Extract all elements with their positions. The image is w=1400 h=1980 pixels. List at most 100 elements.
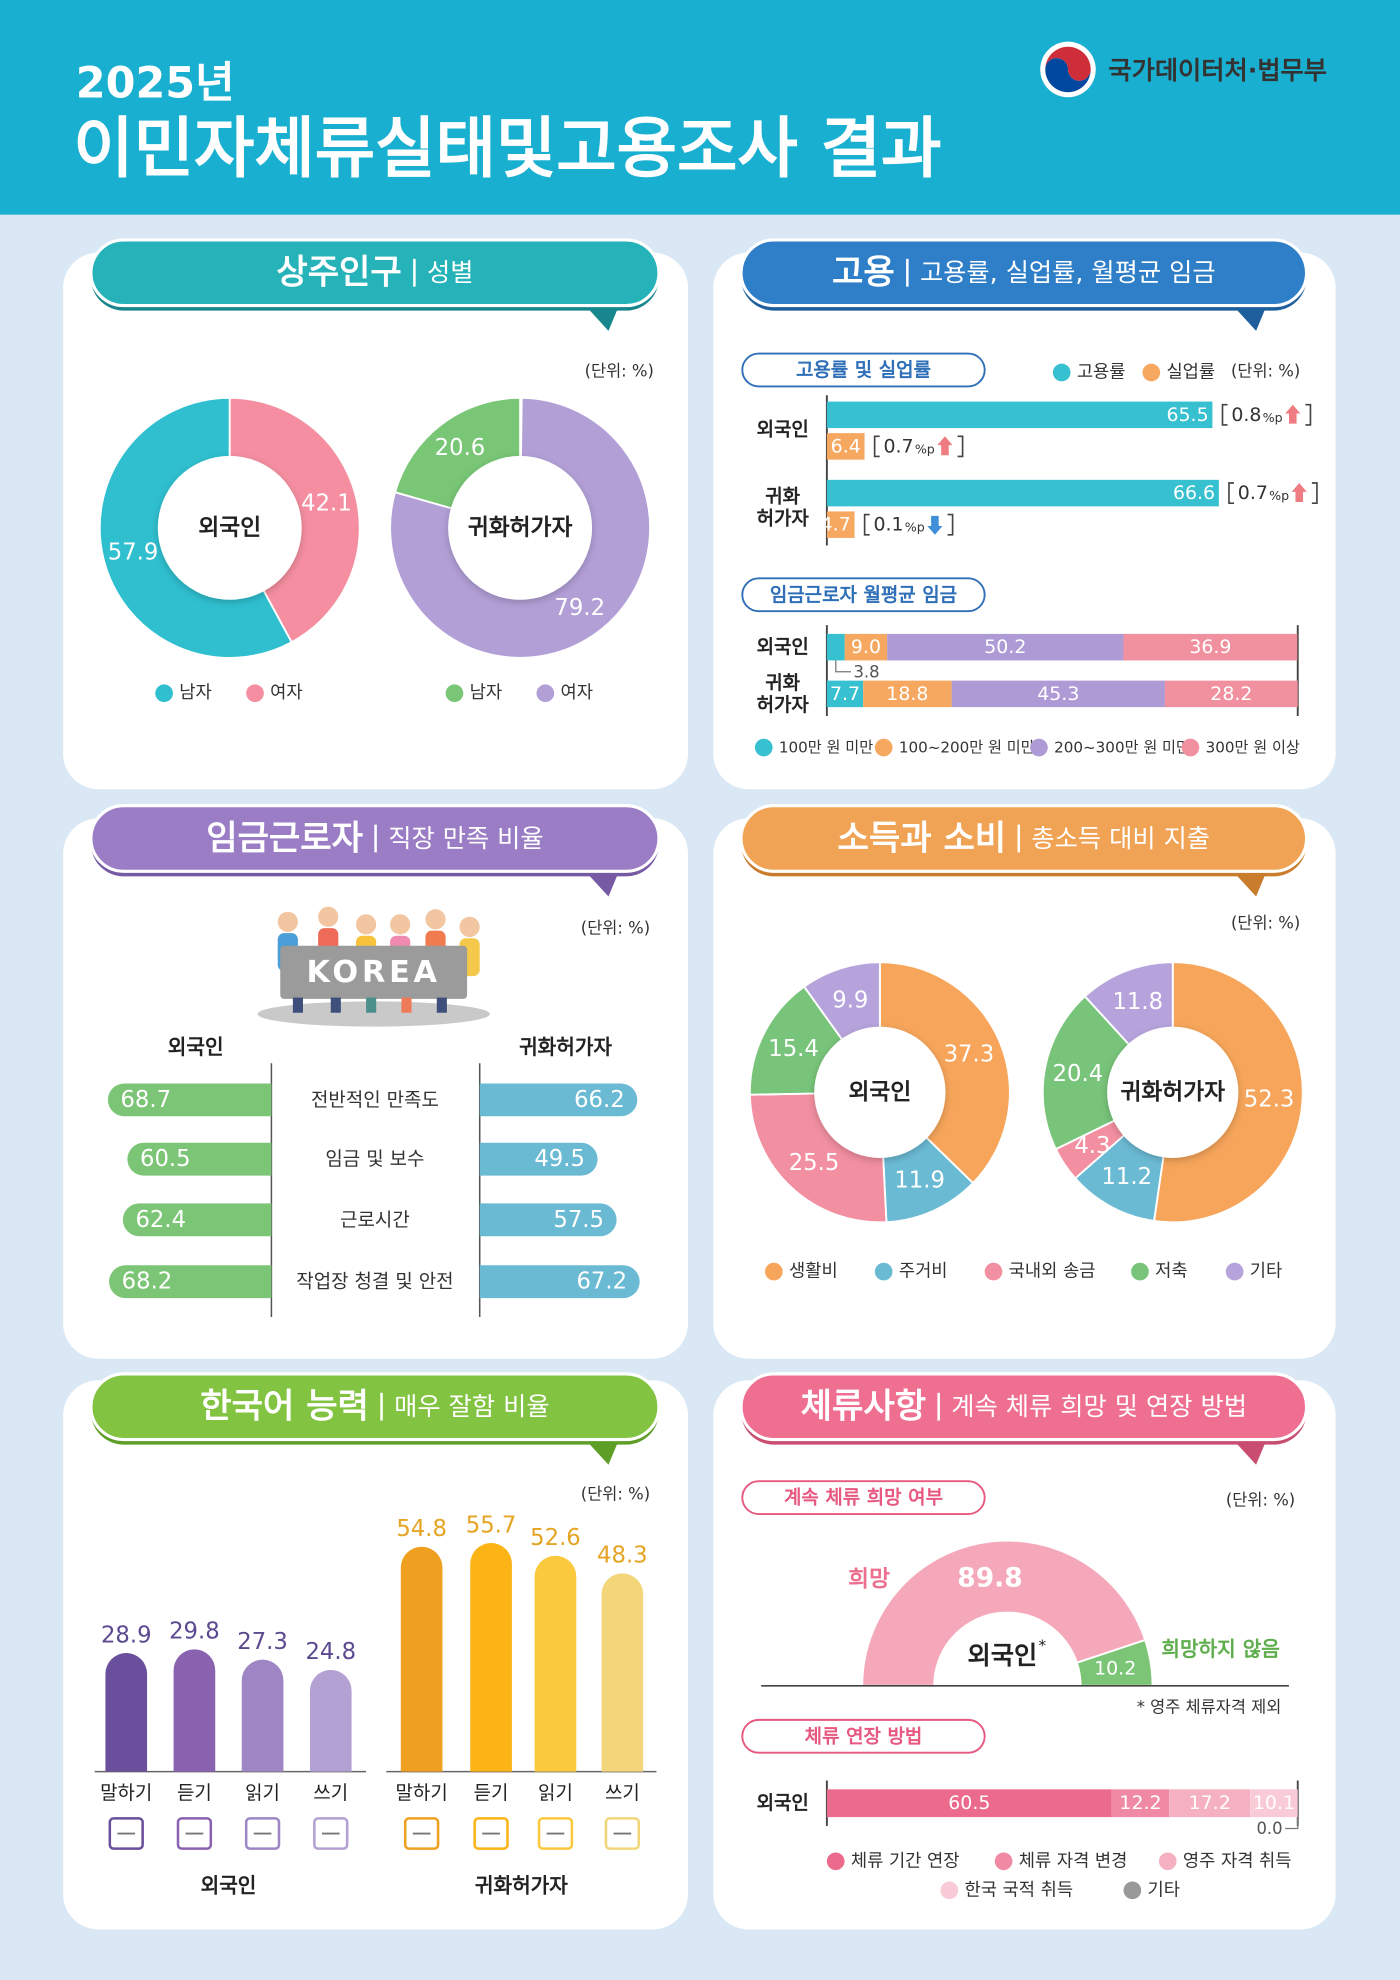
bar-segment: [887, 633, 1124, 661]
legend-label: 고용률: [1077, 362, 1126, 383]
legend-label: 영주 자격 취득: [1183, 1850, 1292, 1871]
segment-label: 12.2: [1119, 1792, 1161, 1814]
header-pill: [89, 238, 661, 308]
bar-value-label: 57.5: [553, 1207, 604, 1233]
legend-swatch: [1225, 1262, 1244, 1281]
column-value-label: 28.9: [101, 1622, 152, 1648]
column: [470, 1543, 512, 1772]
bar: [109, 1265, 272, 1299]
category-label: 읽기: [538, 1782, 573, 1804]
category-label: 듣기: [177, 1782, 212, 1804]
bar-value-label: 66.2: [574, 1087, 625, 1113]
donut-center: [157, 455, 302, 600]
bar-segment: [951, 680, 1165, 708]
panel-header: 임금근로자 직장 만족 비율: [89, 804, 661, 897]
panel-subtitle: 계속 체류 희망 및 연장 방법: [951, 1392, 1247, 1421]
legend-label: 300만 원 이상: [1206, 739, 1300, 757]
slice-label: 37.3: [944, 1042, 995, 1068]
legend-swatch: [874, 1262, 893, 1281]
change-unit: %p: [1263, 410, 1283, 425]
change-label: 0.7: [1238, 482, 1268, 504]
category-label: 임금 및 보수: [325, 1148, 424, 1170]
category-label: 희망: [848, 1567, 890, 1593]
bar-segment: [844, 633, 888, 661]
category-label: 외국인: [757, 418, 809, 440]
slice-label: 11.9: [894, 1167, 945, 1193]
header-pill: [739, 1372, 1309, 1442]
bar-value-label: 49.5: [534, 1146, 585, 1172]
legend-label: 체류 자격 변경: [1019, 1850, 1128, 1871]
segment-label: 60.5: [948, 1792, 990, 1814]
category-label: 외국인: [757, 1792, 809, 1814]
segment-label: 7.7: [830, 683, 860, 705]
legend-label: 기타: [1148, 1879, 1180, 1900]
chart-heading: 체류 연장 방법: [805, 1725, 923, 1747]
header-pill: [89, 1372, 661, 1442]
column-value-label: 24.8: [305, 1639, 356, 1665]
bar-value-label: 66.6: [1173, 482, 1215, 504]
group-label: 외국인: [201, 1873, 257, 1897]
category-label: 말하기: [396, 1782, 448, 1804]
segment-label: 45.3: [1037, 683, 1079, 705]
change-unit: %p: [905, 520, 925, 535]
legend-swatch: [754, 738, 773, 757]
panel-header: 체류사항 계속 체류 희망 및 연장 방법: [739, 1372, 1309, 1465]
legend-swatch: [1131, 1262, 1149, 1281]
illustration: [257, 906, 490, 1027]
bar: [826, 511, 855, 538]
heading-pill: [741, 352, 986, 388]
change-arrow: [1291, 483, 1307, 502]
person-head: [390, 914, 411, 935]
chart-heading: 계속 체류 희망 여부: [784, 1487, 943, 1509]
person-legs: [330, 997, 341, 1013]
slice-label: 52.3: [1244, 1086, 1295, 1112]
legend-swatch: [1052, 363, 1071, 382]
bracket: [1305, 403, 1312, 426]
header-org: 국가데이터처·법무부: [1108, 56, 1327, 85]
column: [309, 1669, 352, 1772]
bar-value-label: 67.2: [576, 1269, 627, 1295]
sign-text: KOREA: [307, 955, 441, 990]
segment-label: 3.8: [853, 662, 879, 681]
legend-swatch: [1158, 1852, 1177, 1871]
logo-blue: [1045, 58, 1091, 93]
unit-label: (단위: %): [581, 1484, 650, 1503]
heading-pill: [741, 1718, 986, 1754]
segment-label: 36.9: [1189, 636, 1231, 658]
change-arrow: [927, 515, 943, 535]
unit-label: (단위: %): [1226, 1491, 1295, 1510]
bar-value-label: 65.5: [1166, 404, 1208, 426]
category-label: 작업장 청결 및 안전: [296, 1271, 453, 1293]
change-unit: %p: [1269, 488, 1289, 503]
bar-segment: [1123, 633, 1298, 661]
category-label: 쓰기: [605, 1782, 640, 1804]
category-label: 귀화 허가자: [757, 672, 810, 716]
panel-title: 임금근로자: [206, 818, 363, 858]
bar-segment: [826, 680, 864, 708]
header-pill: [739, 238, 1309, 308]
logo-red: [1045, 46, 1091, 81]
column-value-label: 29.8: [169, 1619, 220, 1645]
header-year: 2025년: [76, 58, 235, 108]
legend-swatch: [940, 1881, 959, 1900]
legend-swatch: [1181, 738, 1200, 757]
category-label: 전반적인 만족도: [311, 1089, 439, 1111]
bar: [479, 1203, 617, 1237]
panel-title: 소득과 소비: [838, 818, 1007, 858]
column-value-label: 54.8: [396, 1516, 447, 1542]
legend-label: 100만 원 미만: [779, 739, 873, 757]
text-line: 허가자: [757, 508, 810, 530]
chart-heading: 고용률 및 실업률: [796, 359, 931, 381]
logo: [1040, 41, 1096, 98]
slice-label: 25.5: [789, 1150, 840, 1176]
segment-label: 18.8: [886, 683, 928, 705]
legend-label: 여자: [561, 682, 593, 703]
person-legs: [401, 997, 412, 1013]
bar-value-label: 68.7: [120, 1087, 171, 1113]
segment-label: 50.2: [984, 636, 1026, 658]
unit-label: (단위: %): [585, 362, 654, 381]
legend-label: 기타: [1250, 1261, 1282, 1282]
heading-pill: [741, 1480, 986, 1515]
column: [241, 1659, 284, 1772]
